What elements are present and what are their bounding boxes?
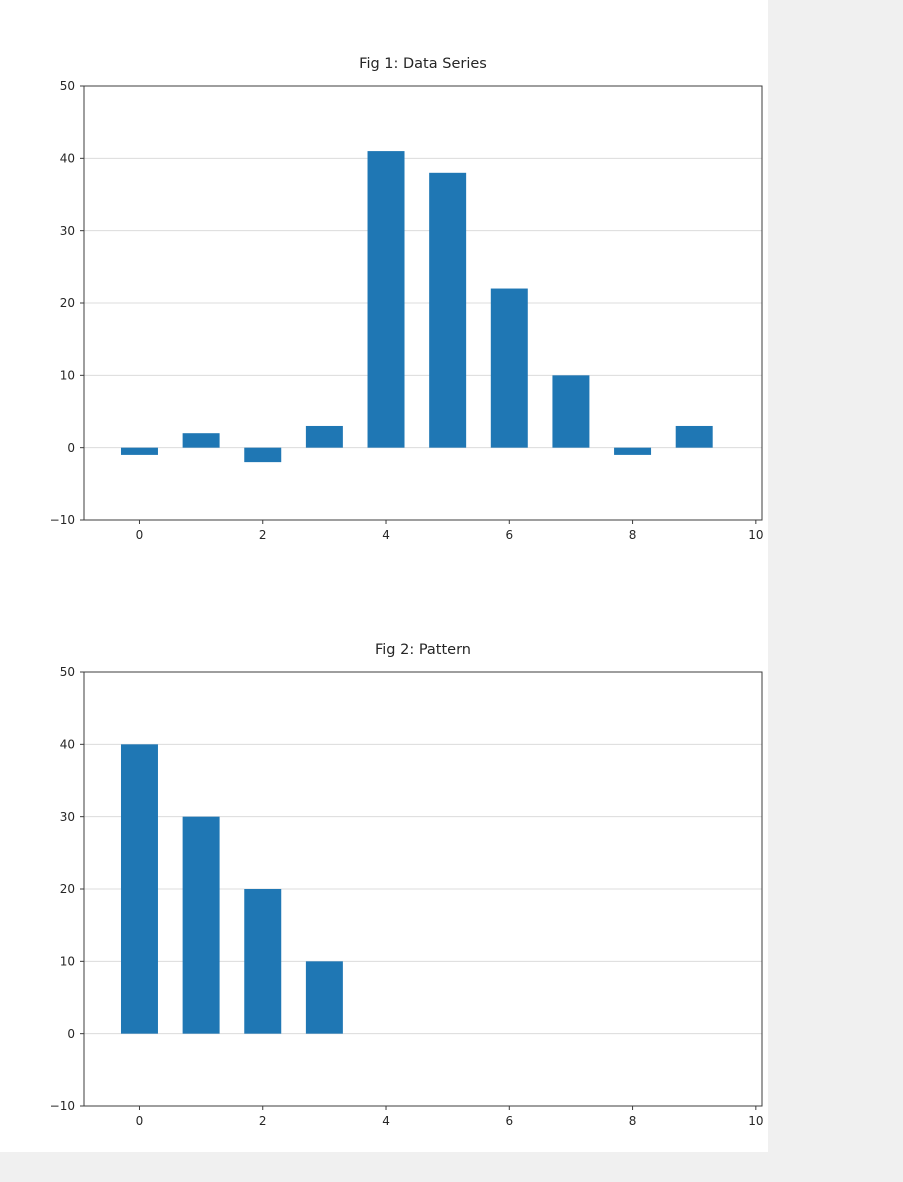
- y-tick-label: 20: [60, 296, 75, 310]
- chart-fig1: Fig 1: Data Series 0 2 4 6 8 10 −10 0 10 20 30 40 50: [0, 26, 768, 566]
- bar: [120, 447, 158, 455]
- figure-canvas: Fig 1: Data Series 0 2 4 6 8 10 −10 0 10 20 30 40 50…: [0, 0, 768, 1152]
- x-tick-label: 10: [748, 1114, 763, 1128]
- x-tick-label: 0: [136, 528, 144, 542]
- bar: [490, 288, 528, 448]
- bar: [367, 151, 405, 448]
- x-tick-label: 4: [382, 1114, 390, 1128]
- bar: [305, 425, 343, 448]
- y-tick-label: 50: [60, 79, 75, 93]
- bar: [552, 375, 590, 448]
- x-tick-label: 8: [629, 528, 637, 542]
- y-tick-label: 20: [60, 882, 75, 896]
- bar-chart-fig1: Fig 1: Data Series 0 2 4 6 8 10 −10 0 10 20 30 40 50: [50, 56, 764, 542]
- bar: [305, 961, 343, 1034]
- y-tick-label: 10: [60, 955, 75, 969]
- y-tick-label: 0: [67, 1027, 75, 1041]
- y-tick-label: 0: [67, 441, 75, 455]
- bar: [182, 433, 220, 448]
- y-tick-label: 30: [60, 810, 75, 824]
- y-tick-label: 30: [60, 224, 75, 238]
- x-tick-label: 2: [259, 528, 267, 542]
- bar: [429, 172, 467, 448]
- y-tick-label: −10: [50, 1099, 75, 1113]
- y-tick-label: 50: [60, 665, 75, 679]
- bar: [244, 447, 282, 463]
- x-tick-label: 6: [505, 528, 513, 542]
- bar: [614, 447, 652, 455]
- x-tick-label: 6: [505, 1114, 513, 1128]
- y-tick-label: 40: [60, 152, 75, 166]
- bar: [182, 816, 220, 1034]
- bar: [244, 889, 282, 1034]
- y-tick-label: −10: [50, 513, 75, 527]
- bar: [675, 425, 713, 448]
- x-tick-label: 2: [259, 1114, 267, 1128]
- bar: [120, 744, 158, 1034]
- chart-title-fig2: Fig 2: Pattern: [375, 642, 471, 658]
- x-tick-label: 4: [382, 528, 390, 542]
- y-tick-label: 10: [60, 369, 75, 383]
- chart-title-fig1: Fig 1: Data Series: [359, 56, 487, 72]
- y-tick-label: 40: [60, 738, 75, 752]
- chart-fig2: Fig 2: Pattern 0 2 4 6 8 10 −10 0 10 20 30 40 50: [0, 612, 768, 1152]
- x-tick-label: 10: [748, 528, 763, 542]
- bar-chart-fig2: Fig 2: Pattern 0 2 4 6 8 10 −10 0 10 20 30 40 50: [50, 642, 764, 1128]
- x-tick-label: 0: [136, 1114, 144, 1128]
- x-tick-label: 8: [629, 1114, 637, 1128]
